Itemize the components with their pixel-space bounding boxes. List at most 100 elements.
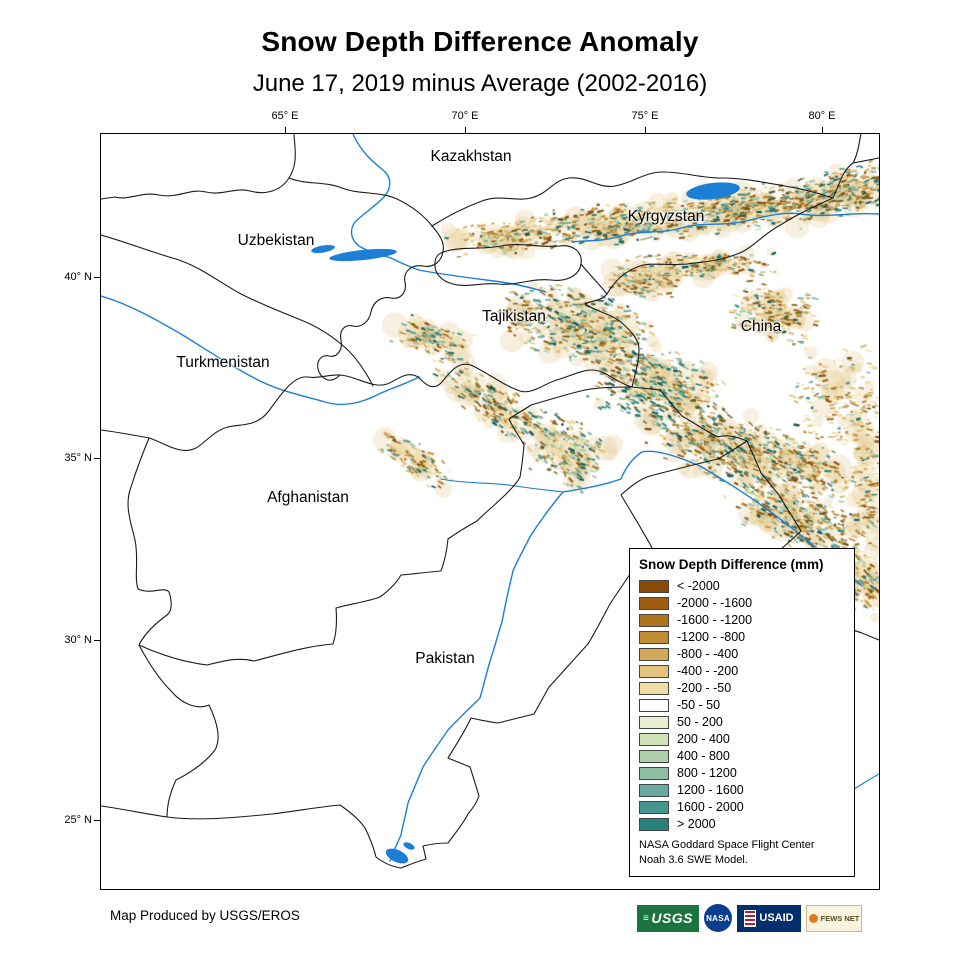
map-credit: Map Produced by USGS/EROS: [110, 908, 300, 923]
country-borders-layer: [101, 134, 879, 869]
axis-tick: [645, 127, 646, 133]
axis-tick: [465, 127, 466, 133]
legend-source-line: NASA Goddard Space Flight Center: [639, 839, 815, 851]
fewsnet-logo: FEWS NET: [806, 904, 862, 932]
country-label-kyrgyzstan: Kyrgyzstan: [627, 208, 705, 225]
axis-tick: [94, 458, 100, 459]
logo-strip: ≡ USGS NASA USAID FEWS NET: [637, 902, 862, 934]
legend-swatch: [639, 682, 669, 695]
river-amu-darya: [101, 295, 420, 406]
legend-row: 400 - 800: [639, 750, 845, 763]
legend-row: -800 - -400: [639, 648, 845, 661]
fewsnet-logo-label: FEWS NET: [820, 913, 860, 923]
legend-row: -50 - 50: [639, 699, 845, 712]
border-tajikistan-china: [584, 303, 640, 388]
map-vector-layer: [101, 134, 879, 869]
border-china-pakistan: [631, 386, 748, 442]
indus-delta-water: [385, 848, 409, 864]
legend-class-label: 800 - 1200: [677, 766, 737, 780]
legend-class-label: 200 - 400: [677, 732, 730, 746]
legend-swatch: [639, 665, 669, 678]
longitude-label: 65° E: [271, 110, 299, 122]
river-syr-darya: [350, 134, 392, 259]
legend-class-label: 400 - 800: [677, 749, 730, 763]
legend-rows: < -2000 -2000 - -1600 -1600 - -1200 -1200 -…: [639, 580, 845, 831]
legend-row: 200 - 400: [639, 733, 845, 746]
legend-swatch: [639, 580, 669, 593]
river-kabul: [440, 478, 564, 493]
latitude-label: 30° N: [64, 634, 92, 646]
border-tajikistan-uzbekistan: [317, 225, 444, 381]
legend-class-label: > 2000: [677, 817, 716, 831]
lake-aydar-west: [311, 244, 335, 254]
legend-row: -2000 - -1600: [639, 597, 845, 610]
river-naryn: [572, 212, 879, 243]
legend-swatch: [639, 784, 669, 797]
border-kazakhstan-uzbekistan: [101, 134, 296, 200]
legend-swatch: [639, 648, 669, 661]
legend-row: 50 - 200: [639, 716, 845, 729]
river-indus: [389, 450, 863, 862]
legend-row: -200 - -50: [639, 682, 845, 695]
usgs-logo-label: USGS: [651, 910, 694, 926]
legend: Snow Depth Difference (mm) < -2000 -2000 …: [629, 548, 855, 877]
border-kyrgyzstan-tajikistan: [580, 263, 608, 295]
border-kazakhstan-china-east: [852, 157, 879, 164]
usaid-logo: USAID: [737, 904, 801, 932]
axis-tick: [822, 127, 823, 133]
country-label-kazakhstan: Kazakhstan: [430, 148, 512, 165]
legend-row: > 2000: [639, 818, 845, 831]
usaid-flag-icon: [744, 909, 757, 927]
lake-aydar: [329, 248, 397, 262]
legend-class-label: -1600 - -1200: [677, 613, 753, 627]
country-label-afghanistan: Afghanistan: [267, 489, 349, 506]
border-pakistan-india: [422, 556, 658, 860]
usgs-bars-icon: ≡: [642, 912, 650, 924]
legend-row: 1200 - 1600: [639, 784, 845, 797]
border-kashmir-loc: [620, 440, 748, 558]
legend-source-line: Noah 3.6 SWE Model.: [639, 853, 748, 866]
axis-tick: [285, 127, 286, 133]
indus-delta-water: [403, 842, 415, 850]
country-label-pakistan: Pakistan: [415, 650, 475, 667]
legend-class-label: 1600 - 2000: [677, 800, 744, 814]
legend-class-label: < -2000: [677, 579, 720, 593]
border-afghanistan-pakistan: [138, 386, 633, 666]
legend-row: 800 - 1200: [639, 767, 845, 780]
legend-swatch: [639, 597, 669, 610]
border-iran-west: [127, 437, 219, 818]
lakes-layer: [311, 182, 740, 864]
axis-tick: [94, 640, 100, 641]
legend-class-label: -800 - -400: [677, 647, 739, 661]
axis-tick: [94, 277, 100, 278]
page-subtitle: June 17, 2019 minus Average (2002-2016): [252, 70, 708, 97]
legend-row: < -2000: [639, 580, 845, 593]
legend-row: -400 - -200: [639, 665, 845, 678]
legend-class-label: -1200 - -800: [677, 630, 746, 644]
legend-swatch: [639, 767, 669, 780]
country-label-china: China: [740, 318, 782, 335]
border-kazakhstan-kyrgyzstan: [431, 171, 834, 227]
usgs-logo: ≡ USGS: [637, 904, 699, 932]
legend-class-label: 50 - 200: [677, 715, 723, 729]
longitude-label: 75° E: [631, 110, 659, 122]
fewsnet-globe-icon: [808, 913, 818, 923]
river-syr-darya-upper: [390, 257, 547, 293]
nasa-logo: NASA: [704, 904, 732, 932]
legend-swatch: [639, 750, 669, 763]
country-label-turkmenistan: Turkmenistan: [176, 354, 270, 371]
legend-swatch: [639, 818, 669, 831]
axis-tick: [94, 820, 100, 821]
nasa-logo-label: NASA: [706, 913, 730, 923]
map-frame: Kazakhstan Kyrgyzstan Uzbekistan Tajikis…: [100, 133, 880, 890]
legend-class-label: -400 - -200: [677, 664, 739, 678]
usaid-logo-label: USAID: [759, 912, 794, 924]
legend-class-label: -50 - 50: [677, 698, 721, 712]
longitude-label: 70° E: [451, 110, 479, 122]
border-turkmenistan-uzbekistan: [101, 234, 374, 387]
border-fergana-valley: [434, 244, 582, 286]
page-title: Snow Depth Difference Anomaly: [261, 26, 699, 57]
coastline: [101, 804, 427, 869]
border-kazakhstan-uzbekistan-east: [288, 177, 433, 227]
country-label-uzbekistan: Uzbekistan: [237, 232, 315, 249]
